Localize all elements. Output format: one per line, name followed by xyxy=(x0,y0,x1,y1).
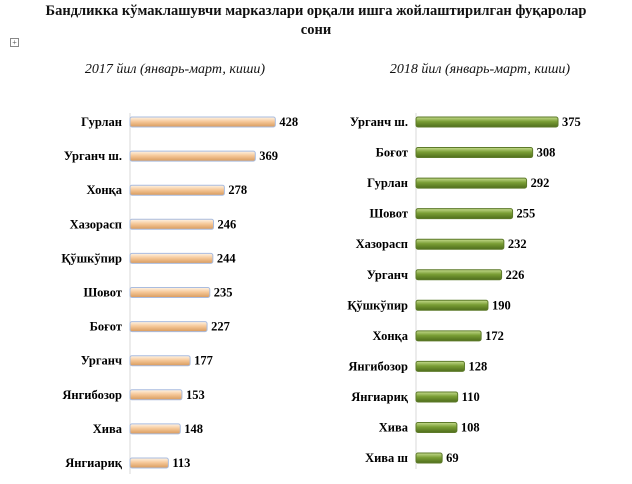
chart-2017-category-label: Қўшкўпир xyxy=(61,251,122,265)
chart-2018-category-label: Урганч ш. xyxy=(350,115,408,129)
chart-2017-bar xyxy=(129,150,256,162)
chart-2018-category-label: Янгибозор xyxy=(348,359,408,373)
chart-2017-category-label: Гурлан xyxy=(81,115,122,129)
chart-2018-category-label: Урганч xyxy=(367,268,408,282)
chart-2018: 2018 йил (январь-март, киши) Урганч ш. 37… xyxy=(330,58,630,484)
chart-2017-category-label: Янгиариқ xyxy=(65,456,123,470)
chart-2017-bar xyxy=(129,457,169,469)
chart-2018-value-label: 232 xyxy=(508,237,527,251)
chart-2017-bar xyxy=(129,116,276,128)
chart-2017-category-label: Хива xyxy=(93,422,123,436)
chart-2017-plot: Гурлан 428 Урганч ш. 369 Хонқа 278 Хазорасп 246… xyxy=(61,113,298,474)
chart-2018-bar xyxy=(415,391,459,403)
chart-2018-category-label: Хива ш xyxy=(365,451,408,465)
chart-2017-value-label: 177 xyxy=(194,354,213,368)
chart-2017-category-label: Янгибозор xyxy=(62,388,122,402)
chart-2018-category-label: Қўшкўпир xyxy=(347,298,408,312)
chart-2017-bar xyxy=(129,184,225,196)
chart-2017-bar xyxy=(129,423,181,435)
chart-2018-bar xyxy=(415,147,534,159)
chart-2017-category-label: Хонқа xyxy=(86,183,122,197)
chart-2017-value-label: 369 xyxy=(259,149,278,163)
chart-2018-value-label: 226 xyxy=(506,268,525,282)
chart-title-line-2: сони xyxy=(300,22,332,38)
chart-2017-value-label: 235 xyxy=(214,286,233,300)
chart-2018-bar xyxy=(415,208,514,220)
chart-2018-plot: Урганч ш. 375 Боғот 308 Гурлан 292 Шовот 255 Хаз… xyxy=(347,113,581,470)
chart-2017-title: 2017 йил (январь-март, киши) xyxy=(84,62,266,77)
chart-2017-value-label: 113 xyxy=(172,456,190,470)
chart-2018-value-label: 69 xyxy=(446,451,459,465)
chart-2017-category-label: Хазорасп xyxy=(70,217,122,231)
chart-2017-bar xyxy=(129,218,215,230)
chart-2017-category-label: Урганч xyxy=(81,354,122,368)
chart-2017-bar xyxy=(129,252,214,264)
chart-2018-bar xyxy=(415,177,528,189)
chart-2017-category-label: Шовот xyxy=(83,286,122,300)
chart-2018-value-label: 292 xyxy=(531,176,550,190)
chart-2018-category-label: Боғот xyxy=(376,146,408,160)
chart-2017: 2017 йил (январь-март, киши) Гурлан 428 Ур… xyxy=(30,58,320,484)
chart-2018-title: 2018 йил (январь-март, киши) xyxy=(389,62,571,77)
chart-2017-value-label: 246 xyxy=(218,217,237,231)
chart-2017-value-label: 227 xyxy=(211,320,230,334)
chart-2018-value-label: 255 xyxy=(517,207,536,221)
chart-2018-category-label: Янгиариқ xyxy=(351,390,409,404)
chart-2018-bar xyxy=(415,360,465,372)
chart-2018-value-label: 375 xyxy=(562,115,581,129)
chart-2018-bar xyxy=(415,299,489,311)
chart-2018-bar xyxy=(415,422,458,433)
chart-2018-bar xyxy=(415,116,559,128)
chart-2017-bar xyxy=(129,389,183,401)
chart-2017-bar xyxy=(129,287,211,298)
chart-2018-value-label: 308 xyxy=(537,146,556,160)
chart-2018-category-label: Шовот xyxy=(369,207,408,221)
chart-2018-value-label: 190 xyxy=(492,298,511,312)
chart-2017-value-label: 278 xyxy=(228,183,247,197)
chart-2018-value-label: 108 xyxy=(461,421,480,435)
chart-2018-category-label: Хива xyxy=(379,421,409,435)
chart-2018-category-label: Хазорасп xyxy=(356,237,408,251)
move-handle-icon[interactable]: + xyxy=(10,38,19,47)
chart-2018-bar xyxy=(415,330,482,342)
chart-2017-category-label: Урганч ш. xyxy=(64,149,122,163)
chart-2017-value-label: 428 xyxy=(279,115,298,129)
chart-2017-category-label: Боғот xyxy=(90,320,122,334)
chart-title: Бандликка кўмаклашувчи марказлари орқали… xyxy=(0,2,632,40)
chart-2018-value-label: 172 xyxy=(485,329,504,343)
chart-2018-bar xyxy=(415,269,503,281)
chart-2018-value-label: 110 xyxy=(462,390,480,404)
chart-2017-bar xyxy=(129,355,191,367)
chart-2018-category-label: Хонқа xyxy=(372,329,408,343)
chart-2017-value-label: 153 xyxy=(186,388,205,402)
chart-2017-value-label: 244 xyxy=(217,251,237,265)
chart-2017-bar xyxy=(129,321,208,333)
chart-title-line-1: Бандликка кўмаклашувчи марказлари орқали… xyxy=(45,3,587,19)
chart-2017-value-label: 148 xyxy=(184,422,203,436)
chart-2018-bar xyxy=(415,238,505,250)
chart-2018-category-label: Гурлан xyxy=(367,176,408,190)
chart-2018-value-label: 128 xyxy=(468,359,487,373)
chart-2018-bar xyxy=(415,452,443,464)
